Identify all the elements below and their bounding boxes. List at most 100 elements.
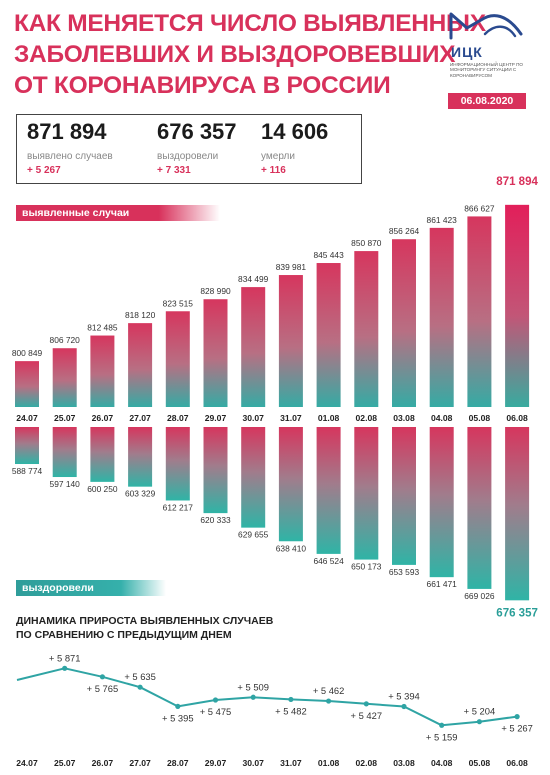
recovered-value-label: 653 593 xyxy=(389,567,420,577)
recovered-bar xyxy=(241,427,266,528)
detected-value-label: 800 849 xyxy=(12,348,43,358)
date-tick-label: 03.08 xyxy=(393,413,415,423)
date-tick-label: 29.07 xyxy=(205,413,227,423)
stat-recovered-value: 676 357 xyxy=(157,119,237,144)
recovered-bar xyxy=(316,427,341,554)
stat-died-delta: + 116 xyxy=(261,165,286,176)
trend-title-line-1: ДИНАМИКА ПРИРОСТА ВЫЯВЛЕННЫХ СЛУЧАЕВ xyxy=(16,615,274,627)
date-tick-label: 24.07 xyxy=(16,413,38,423)
trend-value-label: + 5 427 xyxy=(351,710,383,721)
recovered-bar xyxy=(128,427,153,487)
trend-date-tick-label: 02.08 xyxy=(356,758,378,768)
title-line-2: ЗАБОЛЕВШИХ И ВЫЗДОРОВЕВШИХ xyxy=(14,41,456,68)
trend-point xyxy=(326,698,332,704)
trend-point xyxy=(288,696,294,703)
detected-bar xyxy=(165,311,190,407)
stat-detected-delta: + 5 267 xyxy=(27,165,61,176)
date-tick-label: 30.07 xyxy=(242,413,264,423)
trend-value-label: + 5 509 xyxy=(237,681,269,692)
detected-bar xyxy=(15,361,39,407)
recovered-bar xyxy=(278,427,303,542)
recovered-value-label: 650 173 xyxy=(351,562,382,572)
date-tick-label: 04.08 xyxy=(431,413,453,423)
date-tick-label: 01.08 xyxy=(318,413,340,423)
detected-value-label: 871 894 xyxy=(496,176,538,188)
detected-bar xyxy=(52,348,77,407)
stat-detected: 871 894 выявлено случаев + 5 267 xyxy=(27,119,113,176)
recovered-bar xyxy=(90,427,115,482)
logo-subtitle: Информационный центр по мониторингу ситу… xyxy=(450,62,523,78)
recovered-bar xyxy=(429,427,454,578)
trend-line xyxy=(16,667,518,727)
recovered-value-label: 661 471 xyxy=(427,579,458,589)
date-badge: 06.08.2020 xyxy=(448,93,526,109)
recovered-bar xyxy=(354,427,379,560)
date-tick-label: 02.08 xyxy=(356,413,378,423)
trend-date-tick-label: 24.07 xyxy=(16,758,38,768)
recovered-value-label: 669 026 xyxy=(464,591,495,601)
stat-detected-label: выявлено случаев xyxy=(27,151,113,162)
date-tick-label: 06.08 xyxy=(506,413,528,423)
trend-title-line-2: ПО СРАВНЕНИЮ С ПРЕДЫДУЩИМ ДНЕМ xyxy=(16,629,232,641)
trend-point xyxy=(62,665,68,671)
title-line-3: ОТ КОРОНАВИРУСА В РОССИИ xyxy=(14,72,391,99)
trend-point xyxy=(250,694,256,700)
detected-value-label: 839 981 xyxy=(276,262,307,272)
date-tick-label: 27.07 xyxy=(129,413,151,423)
stat-detected-value: 871 894 xyxy=(27,119,107,144)
logo-name: ИЦК xyxy=(451,44,483,60)
trend-date-tick-label: 06.08 xyxy=(506,758,528,768)
recovered-value-label: 600 250 xyxy=(87,484,118,494)
recovered-bar xyxy=(15,427,39,465)
trend-point xyxy=(476,719,482,725)
trend-title: ДИНАМИКА ПРИРОСТА ВЫЯВЛЕННЫХ СЛУЧАЕВ ПО … xyxy=(16,614,273,642)
detected-value-label: 861 423 xyxy=(427,215,458,225)
trend-point xyxy=(99,674,105,680)
trend-value-label: + 5 482 xyxy=(275,705,307,716)
trend-date-tick-label: 28.07 xyxy=(167,758,189,768)
detected-value-label: 850 870 xyxy=(351,238,382,248)
detected-value-label: 823 515 xyxy=(163,298,194,308)
trend-point xyxy=(212,697,219,703)
trend-value-label: + 5 159 xyxy=(426,731,458,742)
date-tick-label: 05.08 xyxy=(469,413,491,423)
stat-recovered-label: выздоровели xyxy=(157,151,219,162)
detected-value-label: 866 627 xyxy=(464,203,495,213)
stat-died: 14 606 умерли + 116 xyxy=(261,119,328,176)
trend-line-chart: + 5 871 + 5 765 + 5 635 + 5 395 + 5 475 + 5 5… xyxy=(16,652,533,768)
detected-bar xyxy=(467,216,492,407)
trend-date-tick-label: 30.07 xyxy=(242,758,264,768)
trend-value-label: + 5 395 xyxy=(162,712,194,723)
trend-value-label: + 5 475 xyxy=(200,706,232,717)
detected-value-label: 834 499 xyxy=(238,274,269,284)
recovered-bar xyxy=(392,427,416,565)
trend-date-tick-label: 03.08 xyxy=(393,758,415,768)
trend-date-tick-label: 01.08 xyxy=(318,758,340,768)
trend-date-tick-label: 27.07 xyxy=(129,758,151,768)
recovered-value-label: 597 140 xyxy=(50,479,81,489)
detected-bar xyxy=(392,239,416,407)
recovered-value-label: 646 524 xyxy=(313,556,344,566)
detected-value-label: 856 264 xyxy=(389,226,420,236)
detected-bar xyxy=(128,323,153,407)
date-tick-label: 28.07 xyxy=(167,413,189,423)
recovered-bar xyxy=(165,427,190,501)
recovered-section-label: выздоровели xyxy=(16,580,166,596)
recovered-value-label: 676 357 xyxy=(496,607,538,619)
trend-point xyxy=(439,722,445,728)
recovered-bar xyxy=(505,427,530,601)
detected-bar xyxy=(90,335,115,407)
detected-value-label: 806 720 xyxy=(50,335,81,345)
date-tick-label: 26.07 xyxy=(92,413,114,423)
recovered-bar xyxy=(203,427,228,514)
detected-value-label: 828 990 xyxy=(200,286,231,296)
date-tick-label: 25.07 xyxy=(54,413,76,423)
trend-point xyxy=(401,703,407,710)
recovered-value-label: 629 655 xyxy=(238,530,269,540)
date-tick-label: 31.07 xyxy=(280,413,302,423)
stat-died-label: умерли xyxy=(261,151,295,162)
trend-date-tick-label: 26.07 xyxy=(92,758,114,768)
stats-panel: 871 894 выявлено случаев + 5 267 676 357… xyxy=(16,114,362,184)
logo-mark-icon xyxy=(449,12,523,40)
trend-date-tick-label: 05.08 xyxy=(469,758,491,768)
